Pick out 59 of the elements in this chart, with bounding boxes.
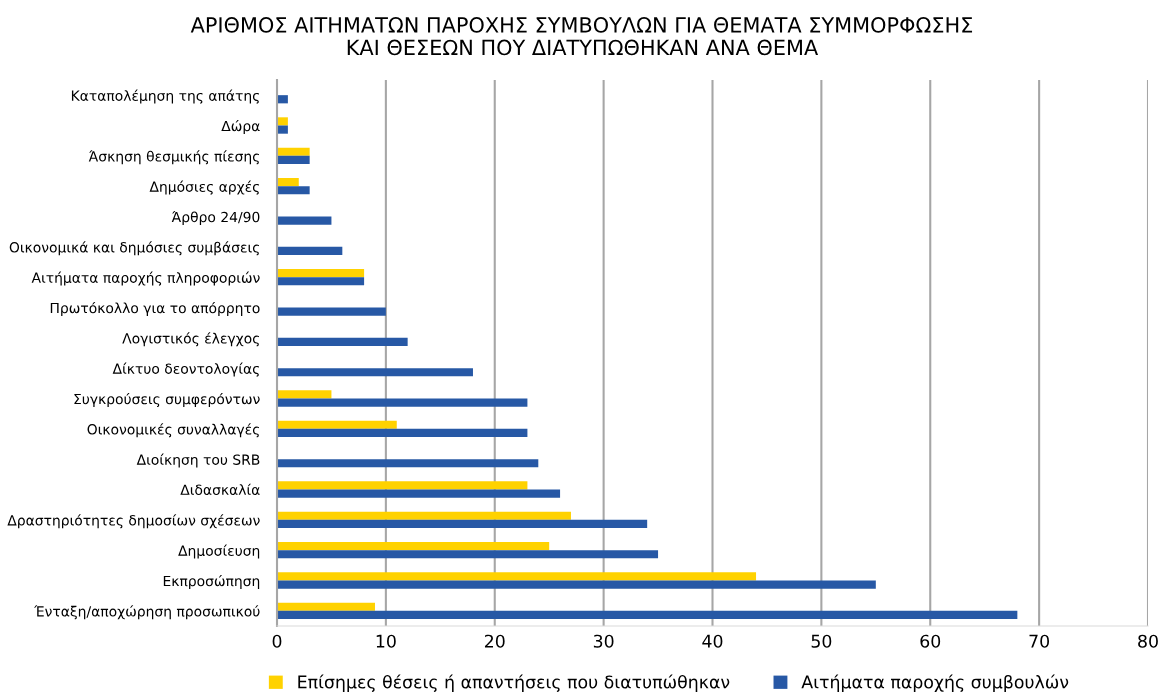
bar — [277, 420, 397, 429]
bar — [277, 398, 528, 407]
bar — [277, 489, 561, 498]
bar — [277, 511, 571, 520]
bar — [277, 610, 1018, 620]
bar — [277, 177, 299, 187]
bar — [277, 580, 876, 589]
x-tick-label: 0 — [272, 634, 282, 648]
bar — [277, 95, 288, 104]
y-tick-label: Δημόσιες αρχές — [149, 180, 259, 195]
legend-label: Επίσημες θέσεις ή απαντήσεις που διατυπώθηκαν — [298, 674, 730, 692]
bar — [277, 519, 648, 529]
x-tick-label: 80 — [1138, 634, 1158, 648]
y-tick-label: Πρωτόκολλο για το απόρρητο — [50, 301, 260, 316]
bar — [277, 117, 288, 126]
x-tick-label: 50 — [811, 634, 832, 648]
x-tick-label: 10 — [376, 634, 396, 648]
bar — [277, 459, 539, 468]
y-tick-label: Άσκηση θεσμικής πίεσης — [88, 150, 259, 165]
y-tick-label: Αιτήματα παροχής πληροφοριών — [31, 271, 260, 286]
bar — [277, 572, 757, 581]
x-tick-label: 60 — [920, 634, 941, 648]
y-tick-label: Συγκρούσεις συμφερόντων — [74, 392, 260, 407]
y-tick-label: Οικονομικές συναλλαγές — [87, 423, 259, 438]
x-tick-label: 70 — [1029, 634, 1050, 648]
bar — [277, 186, 310, 195]
y-tick-label: Εκπροσώπηση — [163, 574, 260, 589]
bar — [277, 307, 386, 316]
bar — [277, 155, 310, 165]
y-tick-label: Διδασκαλία — [180, 483, 260, 495]
y-tick-label: Δημοσίευση — [178, 544, 260, 559]
y-tick-label: Ένταξη/αποχώρηση προσωπικού — [34, 605, 260, 620]
y-tick-label: Δραστηριότητες δημοσίων σχέσεων — [7, 514, 260, 529]
bar — [277, 147, 310, 156]
bar — [277, 216, 332, 225]
bar — [277, 368, 473, 377]
y-tick-label: Διοίκηση του SRB — [136, 453, 260, 468]
y-tick-label: Δώρα — [221, 119, 260, 134]
bar — [277, 541, 550, 551]
legend-label: Αιτήματα παροχής συμβουλών — [801, 674, 1069, 692]
bar — [277, 337, 408, 347]
bar — [277, 428, 528, 438]
chart-title: ΑΡΙΘΜΟΣ ΑΙΤΗΜΑΤΩΝ ΠΑΡΟΧΗΣ ΣΥΜΒΟΥΛΩΝ ΓΙΑ ΘΕΜΑΤΑ ΣΥΜΜΟΡΦΩΣΗΣ ΚΑΙ ΘΕΣΕΩΝ ΠΟΥ ΔΙΑΤΥΠΩΘΗΚΑΝ ΑΝΑ ΘΕΜΑ — [190, 17, 973, 56]
bar — [277, 268, 365, 278]
y-tick-label: Καταπολέμηση της απάτης — [71, 89, 259, 104]
y-tick-label: Δίκτυο δεοντολογίας — [112, 362, 259, 377]
bar — [277, 277, 365, 286]
bar — [277, 602, 375, 611]
x-tick-label: 40 — [702, 634, 723, 648]
bar — [277, 246, 343, 256]
y-tick-label: Λογιστικός έλεγχος — [122, 332, 259, 347]
bar — [277, 550, 659, 559]
bar — [277, 125, 288, 134]
x-tick-label: 30 — [593, 634, 614, 648]
x-tick-label: 20 — [484, 634, 505, 648]
y-tick-label: Οικονομικά και δημόσιες συμβάσεις — [9, 241, 259, 256]
bar — [277, 390, 332, 399]
bar — [277, 481, 528, 490]
y-tick-label: Άρθρο 24/90 — [171, 210, 260, 225]
